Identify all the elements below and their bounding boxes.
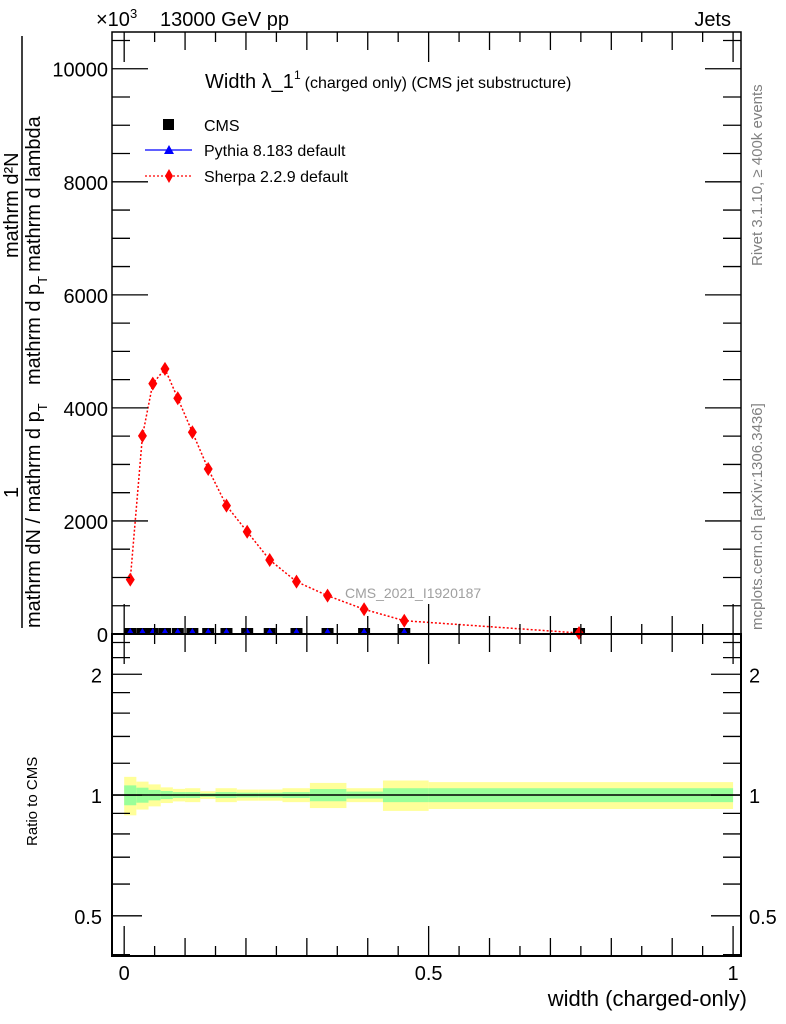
pythia-data-point [293,628,300,633]
exponent-label: ×103 [96,6,137,31]
xlabel: width (charged-only) [547,986,747,1011]
exponent-power: 3 [130,6,137,21]
legend-label: CMS [204,118,240,135]
ylabel-lambda: mathrm d lambda [23,115,45,271]
pythia-data-point [139,628,146,633]
labels: ×103 13000 GeV pp Jets Width λ_11 (charge… [1,6,766,1011]
legend: CMS Pythia 8.183 default Sherpa 2.2.9 defa… [145,118,349,186]
pythia-data-point [361,628,368,633]
x-tick-label: 0.5 [415,963,443,985]
legend-label: Sherpa 2.2.9 default [204,169,349,186]
ylabel-denominator-1: mathrm dN / mathrm d pT [23,403,50,628]
pythia-data-point [161,628,168,633]
ratio-y-tick-label: 1 [91,786,102,808]
pythia-data-point [174,628,181,633]
sherpa-data-point [242,524,252,539]
ratio-y-tick-label-right: 1 [749,786,760,808]
pythia-data-point [401,628,408,633]
sherpa-data-point [221,498,231,513]
y-tick-label: 4000 [64,399,109,421]
ratio-y-tick-label: 0.5 [74,907,102,929]
ylabel-numerator-1: 1 [1,487,23,498]
legend-cms-marker [163,119,174,130]
ylabel-subscript: T [35,403,50,411]
sherpa-data-point [137,428,147,443]
y-tick-label: 6000 [64,286,109,308]
watermark: CMS_2021_I1920187 [345,585,481,601]
axes: 0 2000 4000 6000 8000 10000 0 0.5 1 0.5 0.5 1 1 2 2 [52,31,777,985]
sherpa-data-point [265,552,275,567]
ratio-ylabel: Ratio to CMS [24,757,41,846]
sherpa-data-point [399,613,409,628]
sherpa-data-point [148,376,158,391]
legend-label: Pythia 8.183 default [204,143,346,160]
pythia-data-point [266,628,273,633]
legend-sherpa-marker [165,169,173,183]
sherpa-data-point [291,574,301,589]
pythia-data-point [223,628,230,633]
sherpa-data-point [125,572,135,587]
ratio-y-tick-label-right: 0.5 [749,907,777,929]
mcplots-label: mcplots.cern.ch [arXiv:1306.3436] [749,403,766,630]
pythia-data-point [127,628,134,633]
sherpa-data-point [187,425,197,440]
ylabel-denominator-2: mathrm d pTmathrm d lambda [23,115,50,385]
plot-title: Width λ_11 (charged only) (CMS jet substr… [205,68,571,93]
ylabel-numerator-2: mathrm d²N [1,152,23,258]
main-panel [124,361,586,640]
y-tick-label: 10000 [52,60,108,82]
title-rest: (charged only) (CMS jet substructure) [305,75,572,92]
legend-pythia-marker [164,145,174,154]
ratio-y-tick-label: 2 [91,665,102,687]
sherpa-data-point [359,602,369,617]
sherpa-data-point [173,391,183,406]
rivet-version-label: Rivet 3.1.10, ≥ 400k events [749,84,766,266]
sherpa-data-point [323,588,333,603]
process-label: 13000 GeV pp [160,9,289,31]
y-tick-label: 2000 [64,512,109,534]
pythia-data-point [205,628,212,633]
y-tick-label: 8000 [64,173,109,195]
ratio-y-tick-label-right: 2 [749,665,760,687]
sherpa-data-point [160,361,170,376]
y-tick-label: 0 [97,625,108,647]
ylabel-subscript: T [35,276,50,284]
pythia-data-point [189,628,196,633]
x-tick-label: 0 [119,963,130,985]
sherpa-data-point [203,461,213,476]
title-superscript: 1 [294,68,301,82]
ratio-bands [112,776,741,816]
category-label: Jets [694,9,731,31]
pythia-data-point [324,628,331,633]
x-tick-label: 1 [728,963,739,985]
